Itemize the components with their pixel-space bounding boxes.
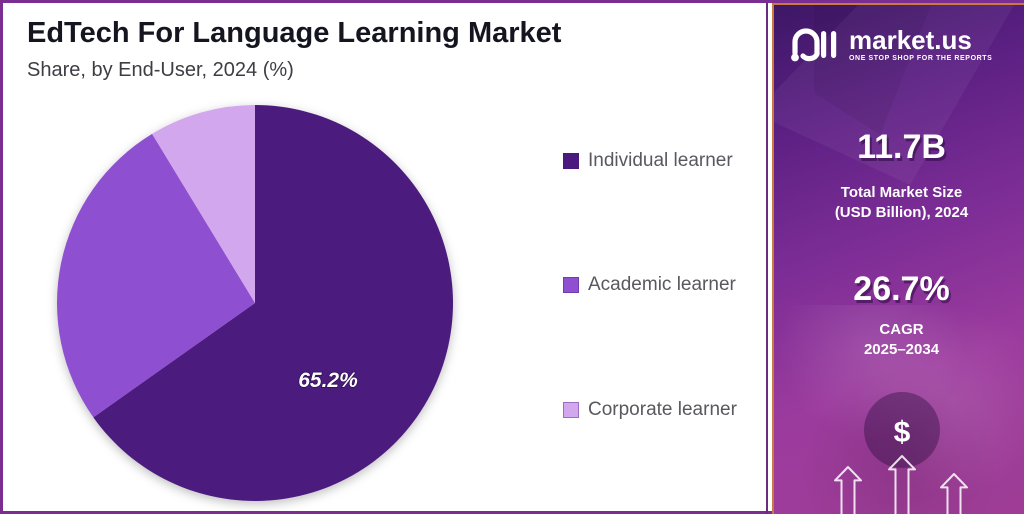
svg-text:65.2%: 65.2% [298, 369, 358, 392]
svg-text:$: $ [894, 416, 911, 449]
